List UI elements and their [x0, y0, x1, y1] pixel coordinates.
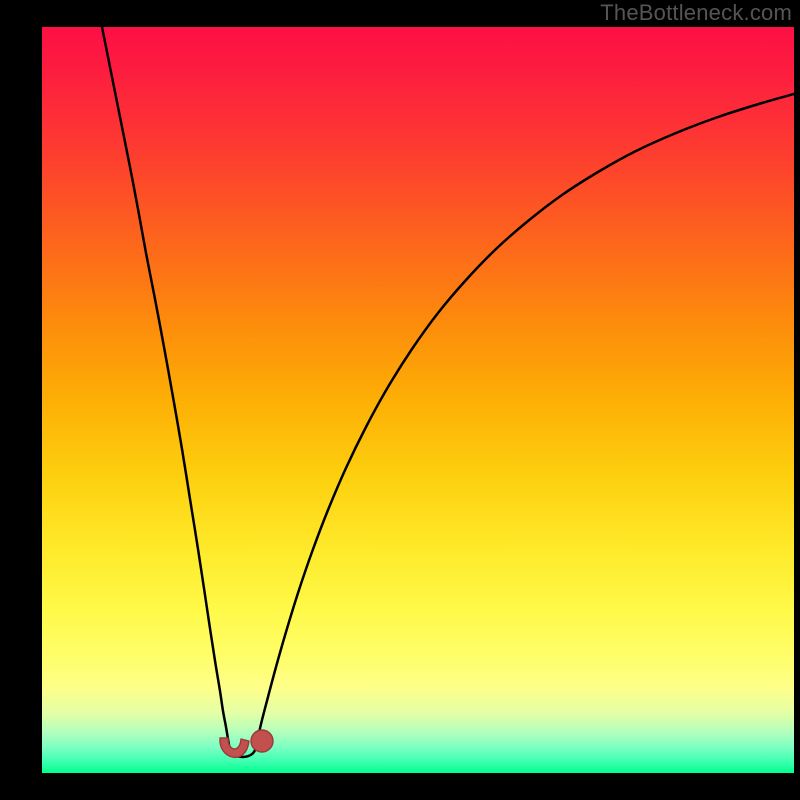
gradient-background — [42, 27, 794, 773]
watermark-text: TheBottleneck.com — [600, 0, 792, 26]
chart-canvas — [42, 27, 794, 773]
plot-area — [42, 27, 794, 773]
chart-frame: TheBottleneck.com — [0, 0, 800, 800]
bottom-mark-dot — [251, 730, 273, 752]
